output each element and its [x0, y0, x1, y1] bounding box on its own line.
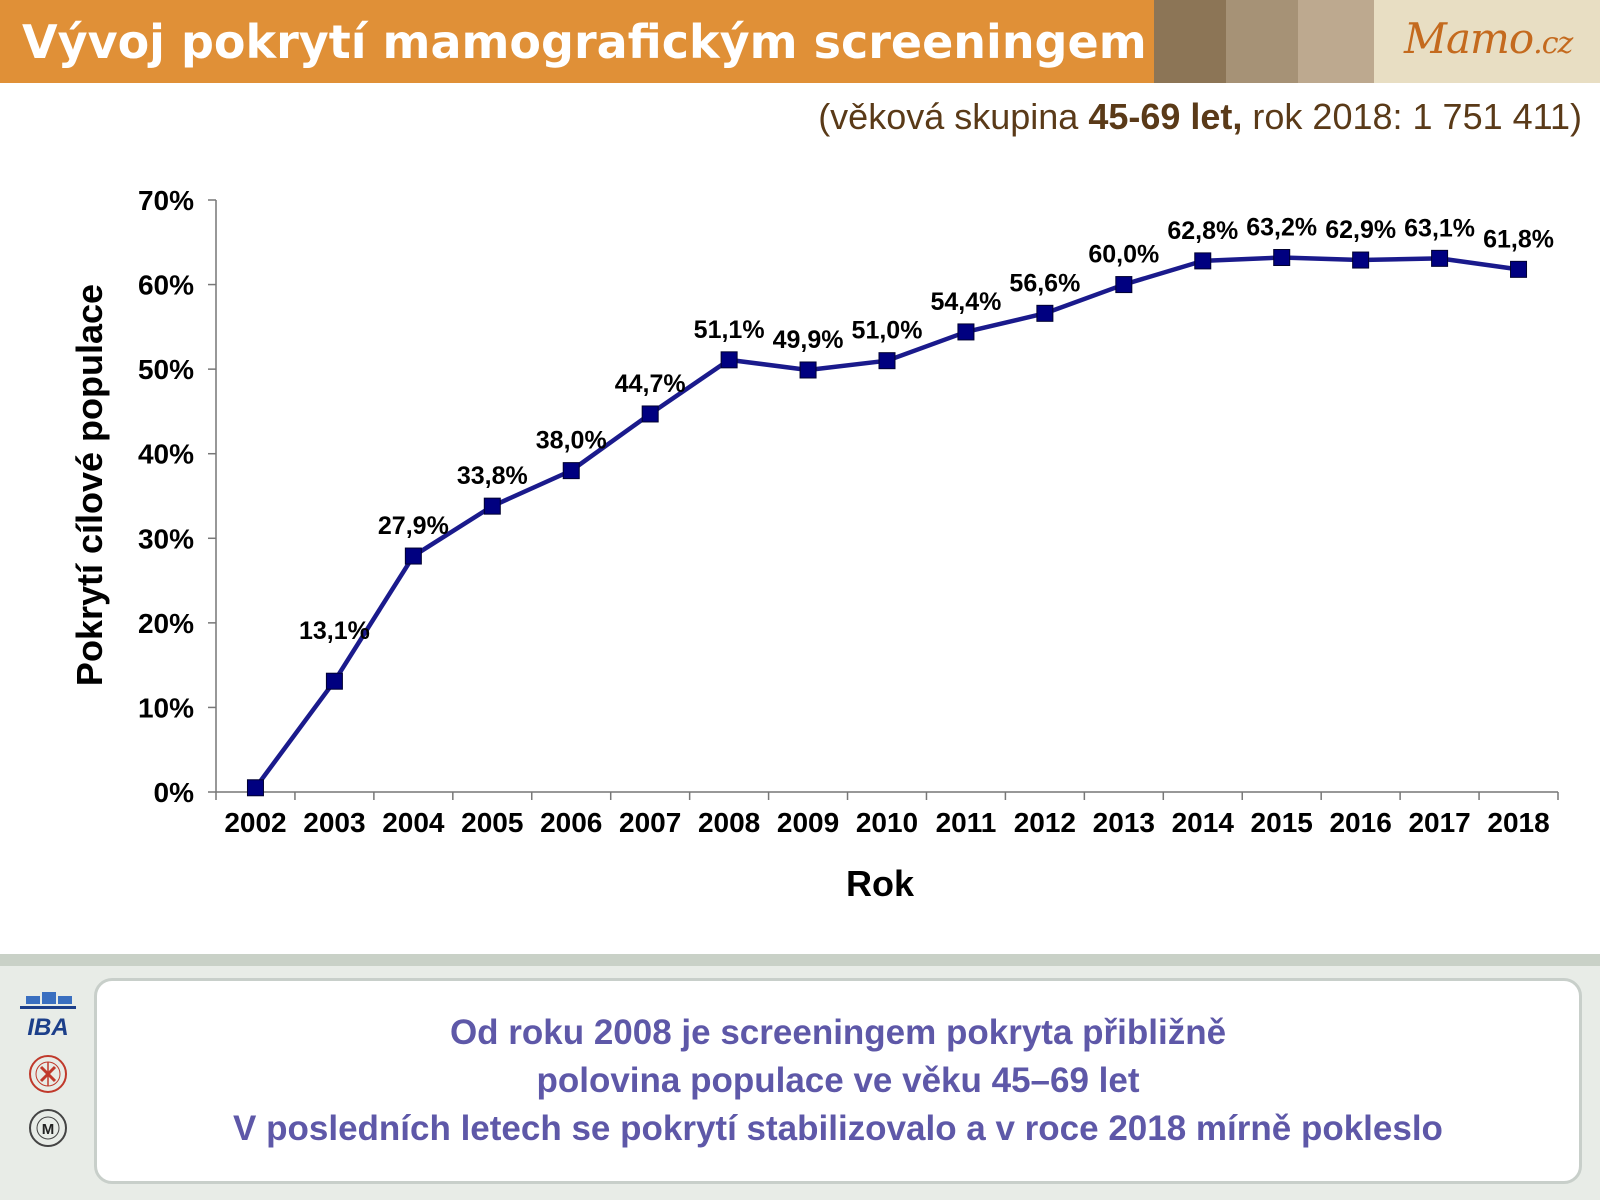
data-label: 63,2%	[1246, 214, 1317, 242]
data-label: 61,8%	[1483, 225, 1554, 253]
y-tick-label: 10%	[138, 692, 194, 723]
y-tick-label: 0%	[154, 777, 195, 808]
data-label: 13,1%	[299, 617, 370, 645]
data-point-marker	[325, 672, 343, 690]
conclusion-line: polovina populace ve věku 45–69 let	[536, 1061, 1140, 1100]
x-tick-label: 2011	[936, 807, 997, 838]
subtitle-prefix: (věková skupina	[818, 96, 1089, 137]
data-label: 63,1%	[1404, 214, 1475, 242]
data-point-marker	[720, 351, 738, 369]
data-point-marker	[957, 323, 975, 341]
y-axis: 0% 10% 20% 30% 40% 50% 60% 70%	[138, 185, 217, 808]
y-tick-label: 20%	[138, 608, 194, 639]
x-tick-label: 2008	[698, 807, 760, 838]
iba-logo-text: IBA	[27, 1014, 68, 1041]
x-tick-label: 2013	[1093, 807, 1155, 838]
data-labels: 13,1% 27,9% 33,8% 38,0% 44,7% 51,1% 49,9% 51,0%…	[299, 214, 1554, 646]
data-point-marker	[1194, 252, 1212, 270]
data-label: 44,7%	[615, 370, 686, 398]
y-axis-title: Pokrytí cílové populace	[69, 284, 110, 686]
conclusion-line: Od roku 2008 je screeningem pokryta přib…	[449, 1013, 1227, 1052]
conclusion-box: Od roku 2008 je screeningem pokryta přib…	[94, 978, 1582, 1184]
x-tick-label: 2005	[461, 807, 523, 838]
x-tick-label: 2014	[1172, 807, 1235, 838]
data-point-marker	[799, 361, 817, 379]
data-label: 27,9%	[378, 512, 449, 540]
x-tick-label: 2006	[540, 807, 602, 838]
x-tick-label: 2017	[1408, 807, 1470, 838]
data-label: 54,4%	[930, 288, 1001, 316]
data-label: 38,0%	[536, 427, 607, 455]
subtitle-age-group: 45-69 let,	[1088, 96, 1243, 137]
x-tick-label: 2018	[1487, 807, 1549, 838]
data-label: 33,8%	[457, 462, 528, 490]
data-point-marker	[1352, 251, 1370, 269]
data-point-marker	[1036, 304, 1054, 322]
x-tick-label: 2002	[224, 807, 286, 838]
coverage-line-chart: 0% 10% 20% 30% 40% 50% 60% 70% 2002 2003 2004 2005…	[69, 185, 1559, 904]
y-tick-label: 70%	[138, 185, 194, 216]
data-point-marker	[1273, 249, 1291, 267]
svg-text:M: M	[42, 1121, 55, 1138]
y-tick-label: 40%	[138, 439, 194, 470]
x-tick-label: 2016	[1329, 807, 1391, 838]
data-label: 51,1%	[694, 316, 765, 344]
mamo-logo-main: Mamo	[1404, 14, 1534, 63]
x-tick-label: 2010	[856, 807, 918, 838]
masaryk-university-seal-icon: M	[29, 1109, 67, 1147]
footer-band-divider	[0, 954, 1600, 966]
page-title: Vývoj pokrytí mamografickým screeningem	[22, 15, 1147, 69]
x-tick-label: 2004	[382, 807, 445, 838]
x-tick-label: 2015	[1251, 807, 1313, 838]
data-point-marker	[878, 352, 896, 370]
x-tick-label: 2012	[1014, 807, 1076, 838]
coverage-series	[246, 249, 1528, 797]
x-axis: 2002 2003 2004 2005 2006 2007 2008 2009 2010 2011…	[215, 791, 1559, 838]
data-point-marker	[1510, 260, 1528, 278]
y-tick-label: 60%	[138, 270, 194, 301]
data-point-marker	[641, 405, 659, 423]
brand-stripe	[1298, 0, 1374, 83]
faculty-of-medicine-seal-icon	[29, 1055, 67, 1093]
data-label: 62,8%	[1167, 217, 1238, 245]
subtitle-suffix: rok 2018: 1 751 411)	[1242, 96, 1582, 137]
conclusion-line: V posledních letech se pokrytí stabilizo…	[233, 1109, 1443, 1148]
title-bar: Vývoj pokrytí mamografickým screeningem	[0, 0, 1154, 83]
y-tick-label: 30%	[138, 523, 194, 554]
iba-logo: IBA	[20, 992, 76, 1041]
x-tick-label: 2003	[303, 807, 365, 838]
data-point-marker	[1115, 276, 1133, 294]
data-point-marker	[1431, 249, 1449, 267]
data-label: 49,9%	[773, 326, 844, 354]
data-label: 60,0%	[1088, 241, 1159, 269]
data-label: 51,0%	[852, 317, 923, 345]
mamo-logo-text: Mamo.cz	[1404, 14, 1573, 63]
data-label: 62,9%	[1325, 216, 1396, 244]
data-label: 56,6%	[1009, 269, 1080, 297]
mamo-logo: Mamo.cz	[1374, 0, 1600, 83]
brand-stripe	[1154, 0, 1226, 83]
brand-stripe	[1226, 0, 1298, 83]
x-axis-title: Rok	[846, 863, 915, 904]
data-point-marker	[404, 547, 422, 565]
y-tick-label: 50%	[138, 354, 194, 385]
mamo-logo-suffix: .cz	[1533, 26, 1573, 61]
data-point-marker	[246, 779, 264, 797]
x-tick-label: 2009	[777, 807, 839, 838]
data-point-marker	[562, 462, 580, 480]
data-point-marker	[483, 497, 501, 515]
x-tick-label: 2007	[619, 807, 681, 838]
subtitle: (věková skupina 45-69 let, rok 2018: 1 7…	[818, 96, 1582, 138]
